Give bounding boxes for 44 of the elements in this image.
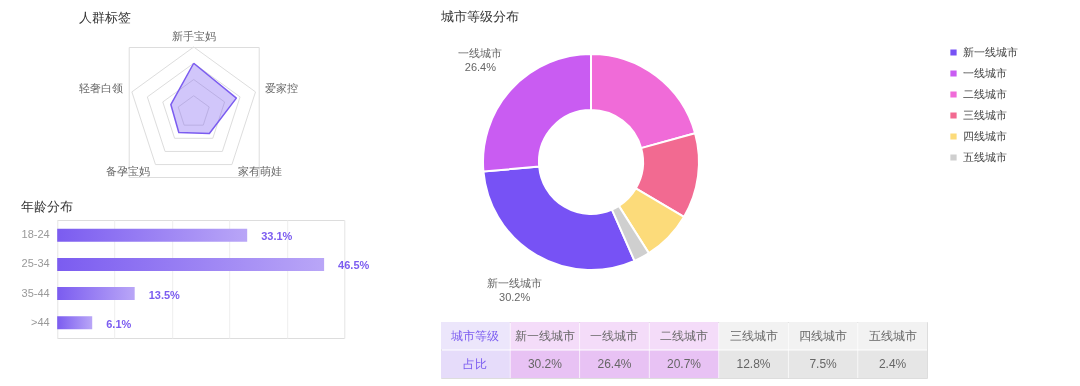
y-tick-label: 25-34: [21, 257, 50, 270]
chart-title: 年龄分布: [21, 199, 74, 214]
chart-title: 人群标签: [78, 10, 131, 26]
data-label: 46.5%: [338, 259, 370, 272]
bar: [57, 228, 248, 242]
bar: [57, 287, 135, 301]
bar: [57, 257, 325, 271]
legend-label: 二线城市: [963, 87, 1007, 100]
y-tick-label: 18-24: [21, 228, 50, 241]
text: 占比: [463, 357, 488, 372]
text: 20.7%: [666, 357, 702, 372]
y-tick-label: 35-44: [21, 286, 50, 299]
legend-label: 新一线城市: [963, 45, 1018, 58]
legend-label: 五线城市: [963, 150, 1007, 163]
data-label: 13.5%: [148, 288, 181, 301]
category-label: 二线城市: [660, 328, 708, 343]
text: 12.8%: [736, 357, 771, 372]
slice-label: 新一线城市: [514, 328, 575, 343]
spoke-label: 家有萌娃: [237, 165, 282, 178]
text: 7.5%: [809, 357, 838, 372]
legend-label: 一线城市: [963, 66, 1007, 79]
chart-title: 城市等级分布: [440, 8, 519, 24]
bar: [57, 316, 93, 330]
y-tick-label: >44: [31, 315, 50, 328]
text: 26.4%: [597, 357, 632, 372]
data-label: 26.4%: [464, 60, 497, 73]
text: 城市等级: [450, 328, 500, 343]
spoke-label: 备孕宝妈: [105, 165, 150, 178]
legend-label: 四线城市: [963, 129, 1007, 142]
spoke-label: 轻奢白领: [78, 81, 123, 94]
data-label: 33.1%: [261, 230, 293, 243]
category-label: 三线城市: [729, 328, 778, 343]
spoke-label: 新手宝妈: [171, 30, 216, 43]
data-label: 6.1%: [106, 317, 132, 330]
slice-label: 一线城市: [458, 46, 503, 59]
category-label: 一线城市: [590, 328, 639, 343]
text: 30.2%: [527, 357, 563, 372]
slice-label: 新一线城市: [487, 277, 543, 290]
category-label: 四线城市: [799, 328, 848, 343]
category-label: 五线城市: [868, 328, 917, 343]
data-label: 30.2%: [499, 291, 531, 304]
spoke-label: 爱家控: [264, 81, 298, 94]
legend-label: 三线城市: [963, 108, 1007, 121]
text: 2.4%: [878, 357, 907, 372]
